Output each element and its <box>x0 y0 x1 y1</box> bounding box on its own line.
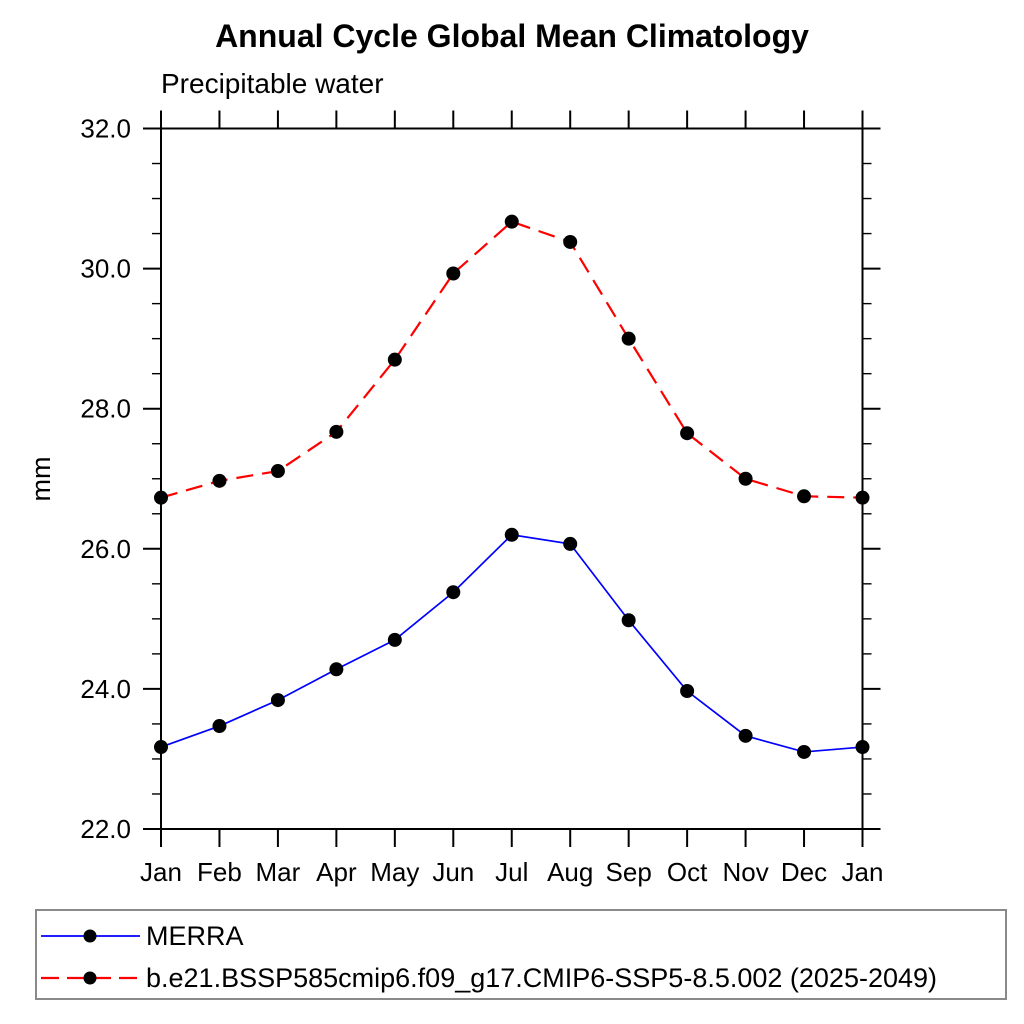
y-tick-label: 26.0 <box>80 534 131 564</box>
data-point-marker <box>855 490 870 505</box>
x-tick-label: Sep <box>606 857 652 887</box>
x-tick-label: Jul <box>495 857 528 887</box>
data-point-marker <box>154 490 168 505</box>
y-tick-label: 32.0 <box>80 114 131 144</box>
x-tick-label: Oct <box>667 857 708 887</box>
data-point-marker <box>797 489 812 504</box>
x-tick-label: Feb <box>197 857 242 887</box>
legend-item-merra: MERRA <box>38 921 244 951</box>
x-tick-label: Jan <box>842 857 884 887</box>
x-tick-label: Aug <box>547 857 593 887</box>
y-tick-label: 28.0 <box>80 394 131 424</box>
axis-ticks <box>143 110 881 847</box>
series-merra <box>154 527 870 759</box>
data-point-marker <box>212 473 227 488</box>
data-point-marker <box>797 744 812 759</box>
frame-rect <box>160 127 864 830</box>
data-point-marker <box>855 740 870 755</box>
legend-item-model: b.e21.BSSP585cmip6.f09_g17.CMIP6-SSP5-8.… <box>38 963 937 993</box>
data-point-marker <box>738 728 753 743</box>
data-point-marker <box>680 426 695 441</box>
legend-marker-dot <box>83 929 97 943</box>
chart-subtitle: Precipitable water <box>161 68 384 99</box>
series-line <box>160 220 863 499</box>
y-axis-title: mm <box>26 457 56 502</box>
x-tick-label: Mar <box>256 857 301 887</box>
x-tick-label: Dec <box>781 857 827 887</box>
y-tick-label: 22.0 <box>80 814 131 844</box>
data-point-marker <box>504 214 519 229</box>
data-point-marker <box>738 471 753 486</box>
plot-frame <box>160 127 864 830</box>
data-point-marker <box>446 266 461 281</box>
data-point-marker <box>504 527 519 542</box>
series-line <box>160 533 863 753</box>
x-tick-label: Apr <box>316 857 357 887</box>
data-point-marker <box>621 331 636 346</box>
x-tick-label: May <box>370 857 419 887</box>
data-point-marker <box>154 740 168 755</box>
data-point-marker <box>563 234 578 249</box>
data-point-marker <box>329 662 344 677</box>
model-line-sample <box>41 971 140 985</box>
x-axis-tick-labels: Jan Feb Mar Apr May Jun Jul Aug Sep Oct Nov Dec Jan <box>140 857 883 887</box>
series-model <box>154 214 870 505</box>
x-tick-label: Nov <box>722 857 768 887</box>
y-axis-tick-labels: 22.0 24.0 26.0 28.0 30.0 32.0 <box>80 114 131 845</box>
x-tick-label: Jun <box>432 857 474 887</box>
chart-title: Annual Cycle Global Mean Climatology <box>215 18 809 54</box>
x-tick-label: Jan <box>140 857 182 887</box>
data-point-marker <box>270 464 285 479</box>
data-point-marker <box>270 693 285 708</box>
data-point-marker <box>680 684 695 699</box>
y-tick-label: 24.0 <box>80 674 131 704</box>
legend-label-model: b.e21.BSSP585cmip6.f09_g17.CMIP6-SSP5-8.… <box>146 962 938 993</box>
plot-area: 22.0 24.0 26.0 28.0 30.0 32.0 Jan Feb Mar Apr May… <box>26 110 883 887</box>
data-point-marker <box>387 352 402 367</box>
data-point-marker <box>563 536 578 551</box>
merra-line-sample <box>41 929 140 943</box>
y-tick-label: 30.0 <box>80 254 131 284</box>
data-point-marker <box>387 632 402 647</box>
legend-marker-dot <box>83 971 97 985</box>
legend-box: MERRA b.e21.BSSP585cmip6.f09_g17.CMIP6-S… <box>35 909 1007 1000</box>
data-point-marker <box>446 585 461 600</box>
data-series <box>154 214 870 759</box>
data-point-marker <box>621 613 636 628</box>
legend-label-merra: MERRA <box>146 920 244 951</box>
data-point-marker <box>212 719 227 734</box>
data-point-marker <box>329 424 344 439</box>
